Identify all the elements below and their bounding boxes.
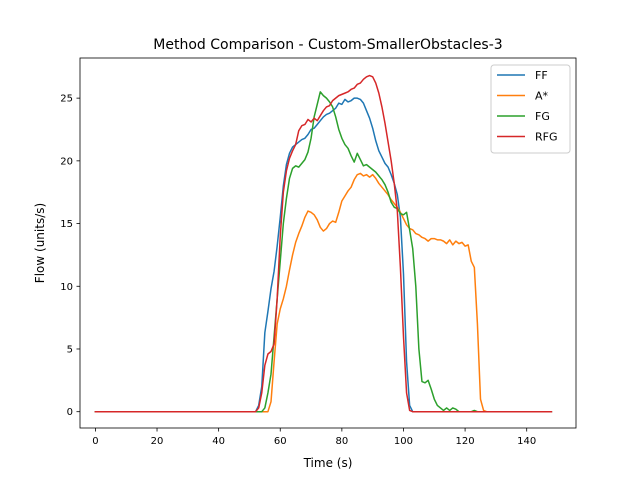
legend-box bbox=[490, 64, 571, 154]
x-tick-label: 100 bbox=[394, 436, 413, 447]
series-line-a bbox=[94, 172, 553, 413]
y-tick-label: 25 bbox=[60, 94, 73, 105]
series-layer bbox=[94, 74, 553, 413]
series-line-rfg bbox=[94, 74, 553, 413]
legend: FF A* FG RFG bbox=[490, 64, 571, 154]
y-tick-label: 20 bbox=[60, 156, 73, 167]
x-axis-label: Time (s) bbox=[303, 456, 353, 470]
series-line-fg bbox=[94, 91, 553, 413]
x-tick-label: 20 bbox=[151, 436, 164, 447]
legend-label: FG bbox=[535, 110, 550, 123]
legend-label: RFG bbox=[535, 131, 558, 144]
y-tick-label: 0 bbox=[67, 407, 73, 418]
y-axis-ticks: 0 5 10 15 20 25 bbox=[60, 94, 80, 418]
x-tick-label: 80 bbox=[335, 436, 348, 447]
x-tick-label: 140 bbox=[517, 436, 536, 447]
plot-frame bbox=[79, 57, 577, 429]
x-axis-ticks: 0 20 40 60 80 100 120 140 bbox=[92, 428, 536, 447]
x-tick-label: 60 bbox=[274, 436, 287, 447]
y-tick-label: 10 bbox=[60, 282, 73, 293]
axes-layer bbox=[79, 57, 577, 429]
chart-title: Method Comparison - Custom-SmallerObstac… bbox=[153, 37, 502, 53]
x-tick-label: 120 bbox=[456, 436, 475, 447]
legend-label: A* bbox=[535, 90, 549, 103]
y-tick-label: 15 bbox=[60, 219, 73, 230]
x-tick-label: 40 bbox=[212, 436, 225, 447]
y-axis-label: Flow (units/s) bbox=[33, 203, 47, 283]
legend-label: FF bbox=[535, 69, 548, 82]
x-tick-label: 0 bbox=[92, 436, 98, 447]
y-tick-label: 5 bbox=[67, 344, 73, 355]
